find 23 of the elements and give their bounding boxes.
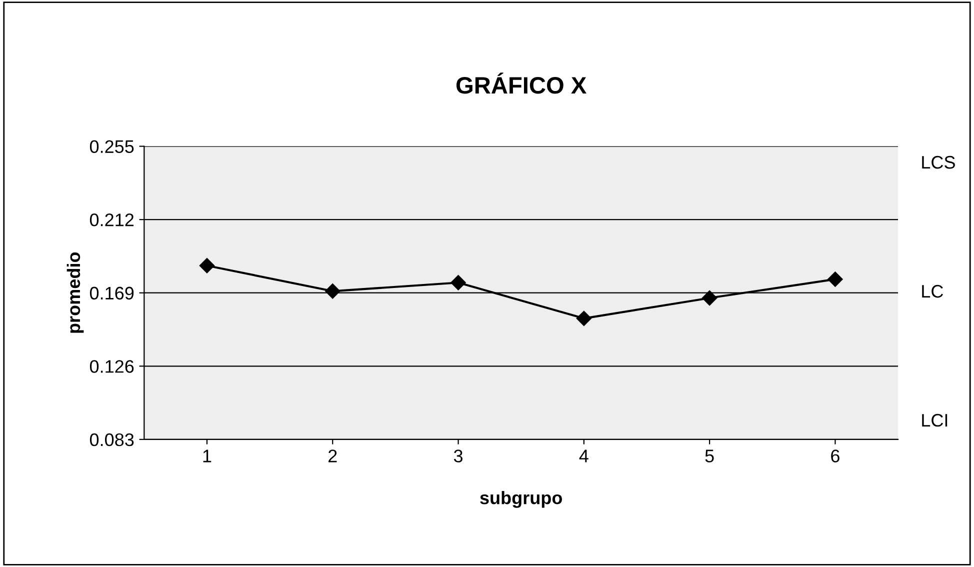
x-tick-label: 5 (705, 450, 714, 462)
text: LCI (922, 414, 948, 427)
y-tick-label: 0.212 (90, 214, 134, 226)
x-tick-label: 2 (328, 450, 337, 462)
x-tick-label: 3 (454, 450, 462, 462)
point (199, 258, 215, 274)
text: LC (922, 284, 944, 298)
y-tick-label: 0.083 (90, 433, 134, 446)
x-tick-label: 1 (203, 450, 212, 462)
text: LCS (922, 156, 955, 169)
y-tick-label: 0.169 (90, 286, 134, 300)
point (576, 310, 592, 326)
point (450, 275, 466, 290)
x-tick-label: 4 (579, 450, 588, 462)
y-axis-title: promedio (66, 252, 84, 333)
point (325, 284, 340, 299)
y-tick-label: 0.255 (90, 140, 134, 154)
y-tick-label: 0.126 (90, 360, 134, 373)
point (828, 272, 843, 287)
point (702, 290, 718, 306)
chart-title: GRÁFICO X (456, 72, 586, 94)
x-axis-title: subgrupo (480, 490, 562, 508)
x-tick-label: 6 (831, 450, 840, 462)
